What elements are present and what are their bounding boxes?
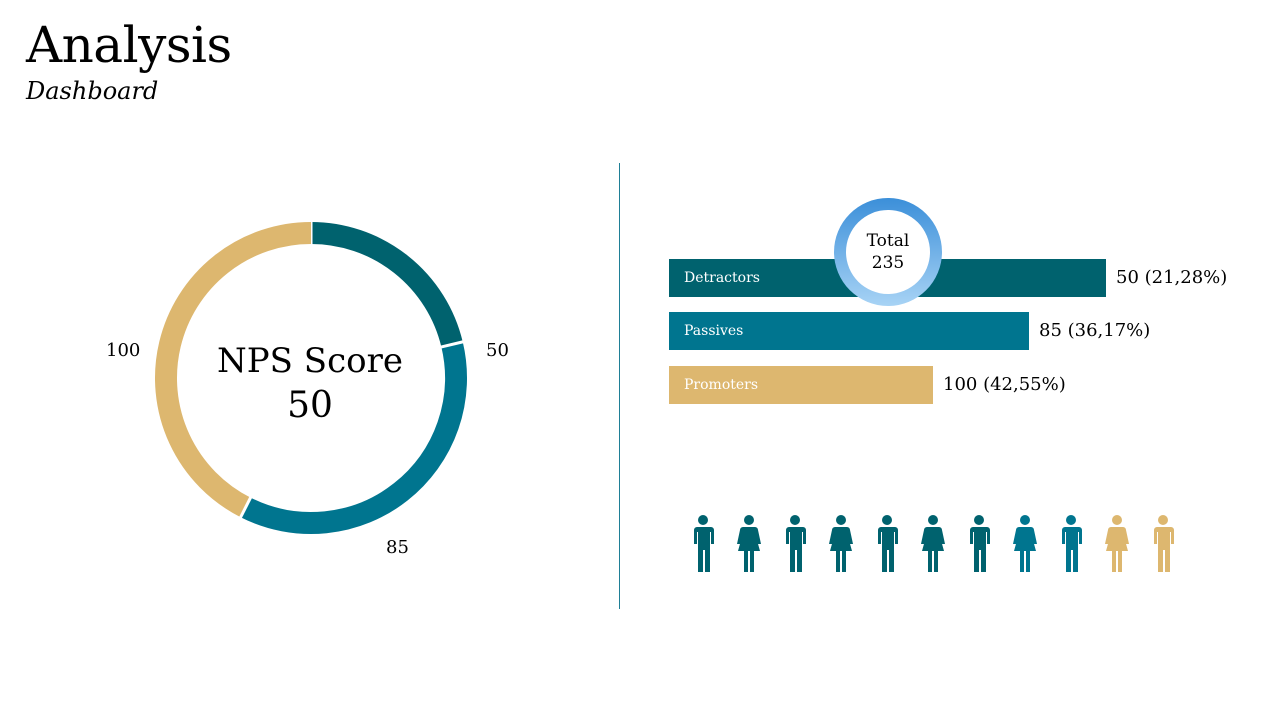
nps-donut-chart <box>155 221 467 534</box>
nps-score-block: NPS Score 50 <box>160 340 460 430</box>
bar-label-promoters: Promoters <box>684 377 759 393</box>
nps-score-value: 50 <box>287 385 333 426</box>
donut-slice-promoters <box>155 222 312 518</box>
bar-passives: Passives <box>669 312 1029 350</box>
donut-separator <box>440 340 465 349</box>
male-person-icon <box>1140 514 1186 576</box>
person-icon-shape <box>694 515 714 572</box>
bar-label-passives: Passives <box>684 323 744 339</box>
total-label: Total <box>866 231 910 251</box>
bar-promoters: Promoters <box>669 366 933 404</box>
total-badge-inner: Total 235 <box>846 210 930 294</box>
donut-slice-passives <box>240 341 467 534</box>
bar-value-detractors: 50 (21,28%) <box>1116 267 1228 288</box>
total-badge: Total 235 <box>834 198 942 306</box>
person-icon-shape <box>786 515 806 572</box>
donut-separator <box>238 496 253 519</box>
donut-label-passives: 85 <box>386 537 409 558</box>
person-icon-shape <box>829 515 853 572</box>
female-person-icon <box>726 514 772 576</box>
male-person-icon <box>1048 514 1094 576</box>
person-icon-shape <box>970 515 990 572</box>
person-icon-shape <box>878 515 898 572</box>
section-divider <box>619 163 620 609</box>
male-person-icon <box>956 514 1002 576</box>
nps-score-label: NPS Score <box>217 341 403 381</box>
male-person-icon <box>680 514 726 576</box>
person-icon-shape <box>1062 515 1082 572</box>
person-icon-shape <box>921 515 945 572</box>
total-value: 235 <box>871 253 905 273</box>
people-icon-row <box>680 514 1186 576</box>
donut-label-detractors: 50 <box>486 340 509 361</box>
person-icon-shape <box>1105 515 1129 572</box>
bar-value-passives: 85 (36,17%) <box>1039 320 1151 341</box>
page-subtitle: Dashboard <box>26 77 159 105</box>
female-person-icon <box>1094 514 1140 576</box>
female-person-icon <box>910 514 956 576</box>
person-icon-shape <box>1013 515 1037 572</box>
page-title: Analysis <box>26 16 232 74</box>
donut-slice-detractors <box>310 222 463 348</box>
bar-label-detractors: Detractors <box>684 270 760 286</box>
donut-label-promoters: 100 <box>106 340 141 361</box>
male-person-icon <box>772 514 818 576</box>
person-icon-shape <box>1154 515 1174 572</box>
person-icon-shape <box>737 515 761 572</box>
bar-value-promoters: 100 (42,55%) <box>943 374 1066 395</box>
male-person-icon <box>864 514 910 576</box>
female-person-icon <box>1002 514 1048 576</box>
female-person-icon <box>818 514 864 576</box>
